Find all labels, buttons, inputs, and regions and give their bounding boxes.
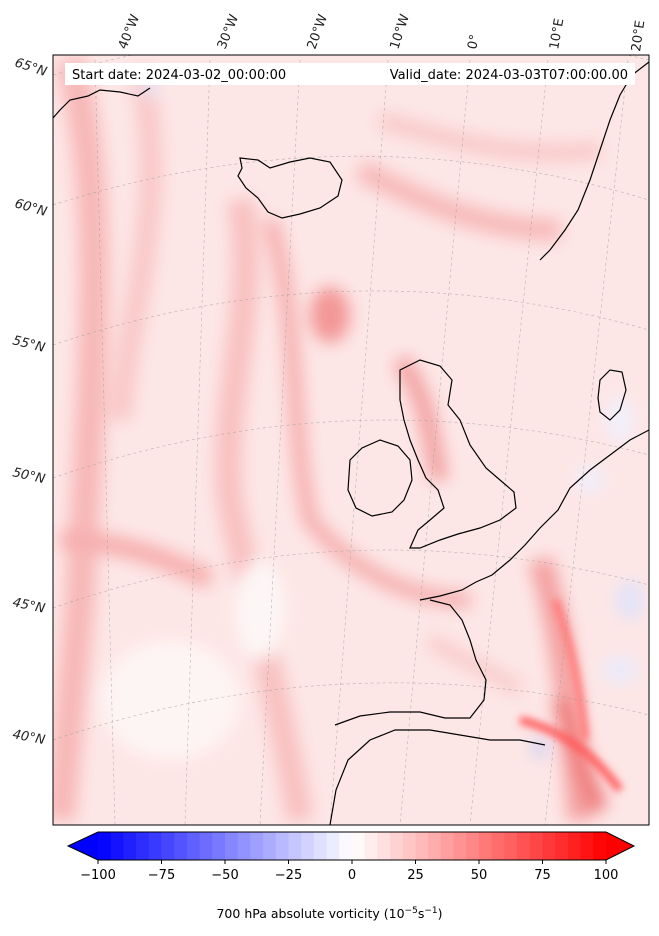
lon-label-30w: 30°W bbox=[215, 12, 242, 51]
vorticity-field bbox=[53, 55, 649, 825]
colorbar-cell bbox=[301, 832, 315, 860]
lon-label-10w: 10°W bbox=[388, 12, 413, 51]
colorbar-cell bbox=[123, 832, 137, 860]
colorbar-cell bbox=[339, 832, 353, 860]
colorbar-cell bbox=[288, 832, 302, 860]
iberia-coast bbox=[334, 599, 487, 726]
colorbar-cell bbox=[98, 832, 112, 860]
colorbar-tick-label: −50 bbox=[211, 868, 238, 883]
lon-label-10e: 10°E bbox=[547, 17, 567, 50]
colorbar-cell bbox=[377, 832, 391, 860]
colorbar-cell bbox=[491, 832, 505, 860]
colorbar-tick-label: 50 bbox=[471, 868, 488, 883]
colorbar-tick-label: −75 bbox=[148, 868, 175, 883]
colorbar-tick-label: −25 bbox=[275, 868, 302, 883]
colorbar-cell bbox=[174, 832, 188, 860]
colorbar-high-extend bbox=[606, 832, 634, 860]
lat-label-60n: 60°N bbox=[13, 196, 49, 220]
lon-label-40w: 40°W bbox=[116, 12, 143, 51]
colorbar-label: 700 hPa absolute vorticity (10−5s−1) bbox=[216, 906, 443, 922]
colorbar-tick-label: 0 bbox=[348, 868, 356, 883]
colorbar-cell bbox=[415, 832, 429, 860]
colorbar-cell bbox=[517, 832, 531, 860]
lat-label-45n: 45°N bbox=[11, 595, 46, 617]
colorbar-cell bbox=[225, 832, 239, 860]
lon-label-20w: 20°W bbox=[305, 12, 331, 51]
colorbar-cell bbox=[390, 832, 404, 860]
colorbar-cell bbox=[479, 832, 493, 860]
colorbar-cell bbox=[250, 832, 264, 860]
start-date-label: Start date: 2024-03-02_00:00:00 bbox=[72, 68, 286, 83]
colorbar-cell bbox=[352, 832, 366, 860]
colorbar-cell bbox=[580, 832, 594, 860]
ireland-coast bbox=[347, 439, 413, 517]
colorbar-cell bbox=[542, 832, 556, 860]
lat-label-40n: 40°N bbox=[11, 727, 46, 748]
colorbar-low-extend bbox=[68, 832, 98, 860]
colorbar-cell bbox=[110, 832, 124, 860]
map-border bbox=[52, 54, 650, 826]
lon-label-0: 0° bbox=[465, 33, 483, 51]
colorbar-tick-label: 25 bbox=[407, 868, 424, 883]
colorbar: −100 −75 −50 −25 0 25 50 75 100 bbox=[66, 831, 636, 883]
colorbar-cell bbox=[428, 832, 442, 860]
colorbar-cell bbox=[212, 832, 226, 860]
colorbar-cell bbox=[567, 832, 582, 860]
colorbar-cell bbox=[504, 832, 518, 860]
lat-label-55n: 55°N bbox=[11, 333, 47, 356]
colorbar-cell bbox=[263, 832, 277, 860]
colorbar-cell bbox=[555, 832, 569, 860]
valid-date-label: Valid_date: 2024-03-03T07:00:00.00 bbox=[390, 68, 628, 83]
colorbar-cell bbox=[529, 832, 544, 860]
colorbar-cell bbox=[593, 832, 607, 860]
graticule bbox=[53, 55, 649, 825]
colorbar-cell bbox=[326, 832, 340, 860]
colorbar-cell bbox=[161, 832, 175, 860]
colorbar-cell bbox=[440, 832, 455, 860]
colorbar-tick-label: 100 bbox=[594, 868, 619, 883]
lon-label-20e: 20°E bbox=[629, 20, 648, 53]
europe-coast bbox=[419, 429, 649, 601]
denmark-coast bbox=[597, 369, 627, 421]
lat-label-50n: 50°N bbox=[11, 465, 47, 487]
colorbar-cell bbox=[466, 832, 480, 860]
colorbar-cell bbox=[402, 832, 417, 860]
header-strip bbox=[65, 63, 635, 85]
colorbar-tick-label: −100 bbox=[80, 868, 116, 883]
iceland-coast bbox=[237, 157, 343, 219]
colorbar-tick-label: 75 bbox=[534, 868, 551, 883]
colorbar-cell bbox=[275, 832, 290, 860]
great-britain-coast bbox=[399, 359, 517, 549]
greenland-coast bbox=[53, 87, 151, 119]
colorbar-cell bbox=[364, 832, 378, 860]
colorbar-cell bbox=[453, 832, 467, 860]
colorbar-cell bbox=[148, 832, 163, 860]
colorbar-cell bbox=[186, 832, 201, 860]
coastlines bbox=[53, 61, 649, 825]
colorbar-cell bbox=[136, 832, 150, 860]
lat-label-65n: 65°N bbox=[13, 56, 49, 80]
africa-coast bbox=[329, 729, 546, 825]
colorbar-cell bbox=[237, 832, 251, 860]
colorbar-cell bbox=[313, 832, 328, 860]
colorbar-cell bbox=[199, 832, 213, 860]
